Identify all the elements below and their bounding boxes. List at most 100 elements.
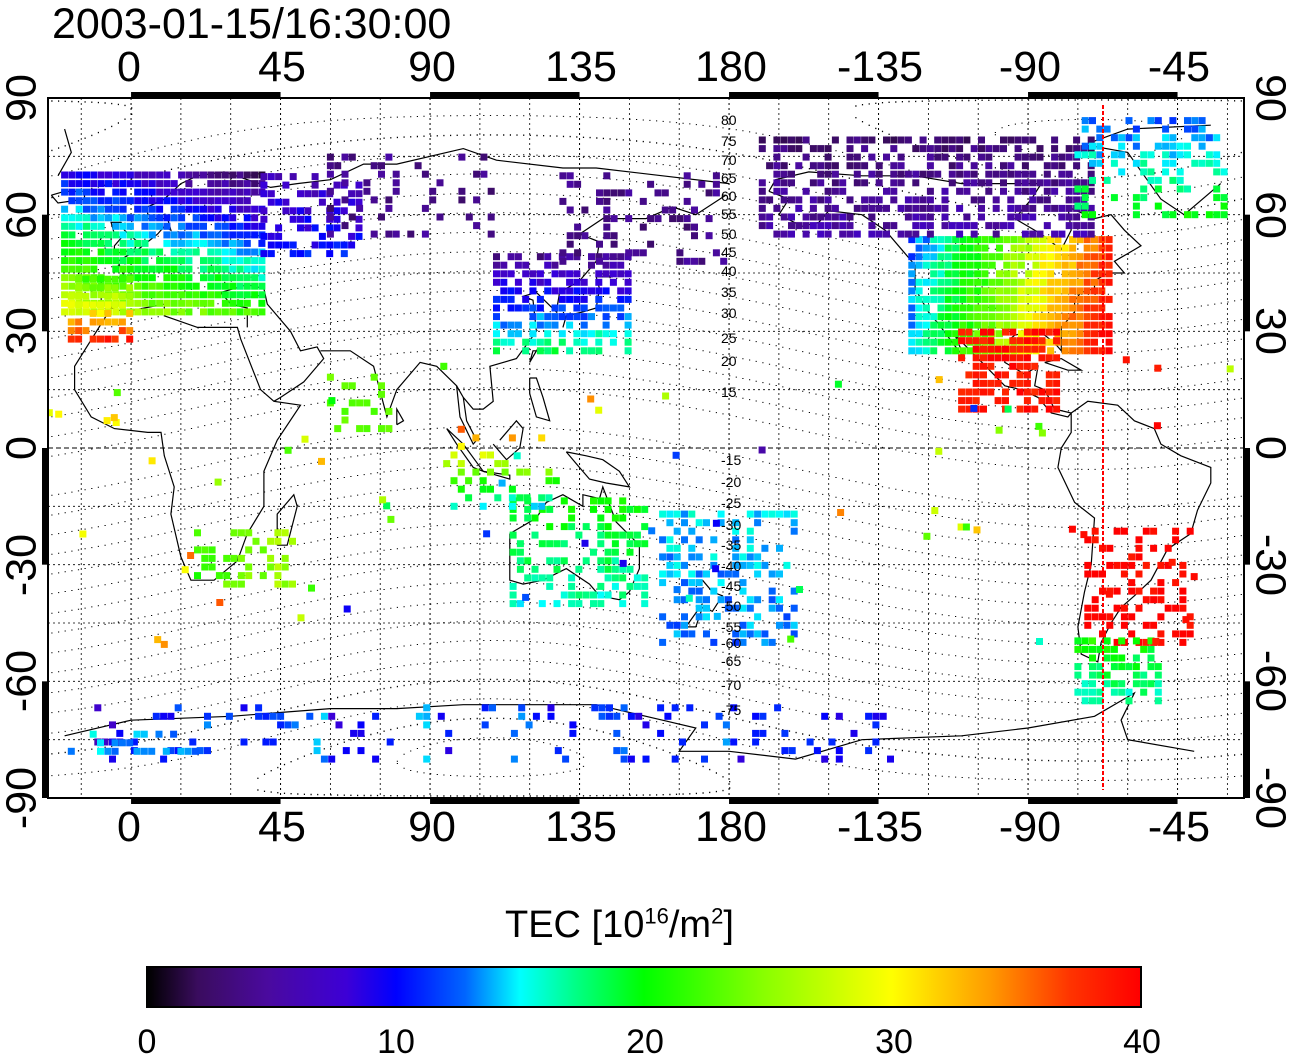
tec-cell bbox=[185, 248, 193, 256]
tec-cell bbox=[1184, 125, 1191, 133]
tec-cell bbox=[259, 546, 267, 554]
tec-cell bbox=[664, 712, 672, 720]
tec-cell bbox=[240, 704, 248, 712]
tec-cell bbox=[500, 338, 508, 346]
tec-cell bbox=[781, 729, 789, 737]
tec-cell bbox=[1087, 170, 1095, 178]
tec-cell bbox=[258, 299, 266, 307]
tec-cell bbox=[912, 179, 920, 187]
tec-cell bbox=[200, 197, 207, 205]
contour-label: -20 bbox=[721, 474, 741, 490]
tec-cell bbox=[754, 553, 762, 561]
tec-cell bbox=[1184, 211, 1191, 219]
tec-cell bbox=[1091, 321, 1098, 329]
tec-cell bbox=[1025, 236, 1033, 244]
tec-cell bbox=[582, 591, 590, 599]
tec-cell bbox=[617, 270, 625, 278]
mag-contour bbox=[51, 387, 1242, 470]
tec-cell bbox=[919, 145, 927, 153]
tec-cell bbox=[566, 206, 574, 214]
tec-cell bbox=[853, 162, 861, 170]
tec-cell bbox=[1128, 630, 1136, 638]
tec-cell bbox=[481, 721, 489, 729]
tec-cell bbox=[915, 304, 923, 312]
tec-cell bbox=[1168, 558, 1176, 566]
tec-cell bbox=[237, 572, 245, 580]
tec-cell bbox=[952, 321, 960, 329]
tec-cell bbox=[988, 321, 996, 329]
tec-cell bbox=[465, 213, 473, 221]
tec-cell bbox=[97, 205, 105, 213]
tec-cell bbox=[705, 189, 713, 197]
tec-cell bbox=[1043, 179, 1051, 187]
tec-cell bbox=[1135, 544, 1143, 552]
tec-cell bbox=[1003, 236, 1011, 244]
tec-cell bbox=[1142, 527, 1150, 535]
tec-cell bbox=[260, 215, 268, 223]
tec-cell bbox=[1213, 211, 1221, 219]
tec-cell bbox=[509, 531, 517, 539]
tec-cell bbox=[580, 338, 588, 346]
tec-cell bbox=[1105, 270, 1113, 278]
tec-cell bbox=[788, 179, 795, 187]
tec-cell bbox=[1010, 313, 1018, 321]
tec-cell bbox=[258, 274, 266, 282]
tec-cell bbox=[1010, 321, 1018, 329]
tec-cell bbox=[1032, 261, 1040, 269]
tec-cell bbox=[1098, 261, 1106, 269]
tec-cell bbox=[544, 330, 552, 338]
tec-cell bbox=[568, 523, 576, 531]
tec-cell bbox=[1132, 142, 1140, 150]
tec-cell bbox=[824, 145, 832, 153]
tec-cell bbox=[126, 309, 134, 317]
tec-cell bbox=[790, 604, 798, 612]
tec-cell bbox=[875, 204, 883, 212]
tec-cell bbox=[1081, 637, 1089, 645]
tec-cell bbox=[717, 570, 725, 578]
left-lat-label: 0 bbox=[0, 436, 46, 460]
tec-cell bbox=[761, 561, 769, 569]
tec-cell bbox=[68, 257, 76, 265]
tec-cell bbox=[1069, 278, 1077, 286]
tec-cell bbox=[105, 205, 112, 213]
tec-cell bbox=[134, 205, 142, 213]
tec-cell bbox=[875, 230, 883, 238]
tec-cell bbox=[473, 196, 481, 204]
tec-cell bbox=[1054, 244, 1062, 252]
right-lat-label: 60 bbox=[1246, 190, 1292, 239]
tec-cell bbox=[1105, 261, 1113, 269]
tec-cell bbox=[912, 230, 920, 238]
tec-cell bbox=[229, 299, 237, 307]
tec-cell bbox=[846, 222, 854, 230]
tec-cell bbox=[752, 729, 760, 737]
tec-cell bbox=[985, 187, 993, 195]
tec-cell bbox=[790, 621, 798, 629]
tec-cell bbox=[619, 565, 627, 573]
tec-cell bbox=[61, 265, 69, 273]
frame-segment bbox=[1028, 92, 1178, 98]
tec-cell bbox=[522, 593, 530, 601]
tec-cell bbox=[627, 712, 635, 720]
tec-cell bbox=[546, 582, 554, 590]
tec-cell bbox=[1023, 362, 1031, 370]
tec-cell bbox=[532, 712, 540, 720]
tec-cell bbox=[1014, 204, 1022, 212]
frame-segment bbox=[42, 448, 48, 565]
tec-cell bbox=[1081, 697, 1089, 705]
tec-cell bbox=[766, 162, 774, 170]
tec-cell bbox=[458, 187, 466, 195]
tec-cell bbox=[994, 371, 1002, 379]
mag-contour bbox=[396, 737, 585, 778]
tec-cell bbox=[170, 239, 178, 247]
tec-cell bbox=[1147, 117, 1155, 125]
tec-cell bbox=[1205, 211, 1213, 219]
tec-cell bbox=[243, 231, 251, 239]
tec-cell bbox=[758, 222, 766, 230]
tec-cell bbox=[978, 196, 985, 204]
tec-cell bbox=[348, 190, 356, 198]
tec-cell bbox=[944, 321, 952, 329]
tec-cell bbox=[531, 565, 539, 573]
tec-cell bbox=[1169, 117, 1177, 125]
tec-cell bbox=[821, 755, 829, 763]
tec-cell bbox=[544, 261, 552, 269]
